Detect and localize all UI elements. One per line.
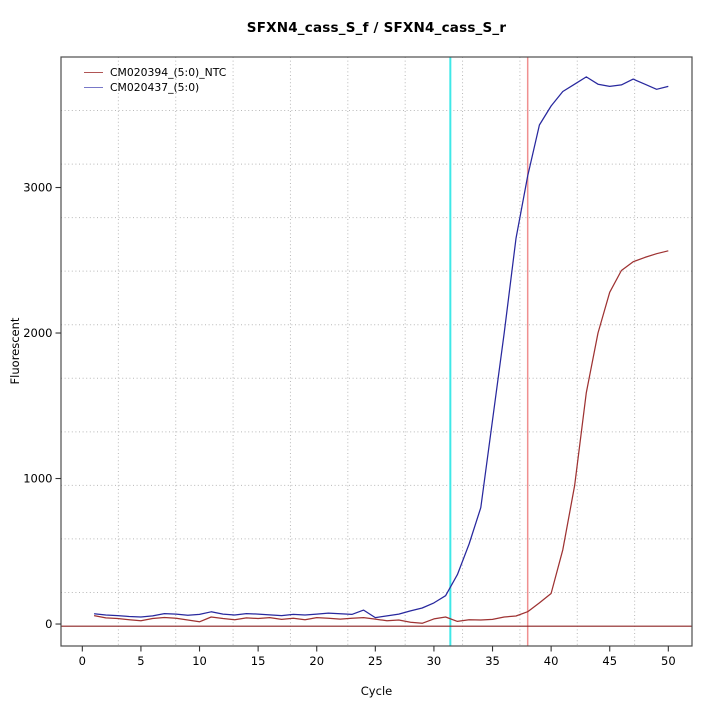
series-line-sample bbox=[94, 76, 669, 619]
x-tick-label: 40 bbox=[544, 654, 559, 668]
legend-label-ntc: CM020394_(5:0)_NTC bbox=[110, 66, 227, 79]
y-tick-label: 3000 bbox=[23, 181, 52, 195]
x-tick-label: 20 bbox=[309, 654, 324, 668]
x-tick-label: 15 bbox=[251, 654, 266, 668]
y-axis-title: Fluorescent bbox=[8, 317, 22, 385]
x-tick-label: 5 bbox=[137, 654, 144, 668]
series-line-ntc bbox=[93, 250, 669, 624]
plot-box bbox=[60, 56, 693, 647]
x-axis-title: Cycle bbox=[360, 684, 393, 698]
legend: CM020394_(5:0)_NTC CM020437_(5:0) bbox=[84, 65, 226, 95]
y-tick-label: 2000 bbox=[23, 326, 52, 340]
legend-label-sample: CM020437_(5:0) bbox=[110, 81, 200, 94]
legend-line-swatch-blue bbox=[84, 87, 103, 88]
y-tick-label: 0 bbox=[45, 617, 52, 631]
x-tick-label: 25 bbox=[368, 654, 383, 668]
x-tick-label: 0 bbox=[79, 654, 86, 668]
chart-title: SFXN4_cass_S_f / SFXN4_cass_S_r bbox=[246, 20, 507, 36]
legend-item-ntc: CM020394_(5:0)_NTC bbox=[84, 65, 226, 80]
legend-item-sample: CM020437_(5:0) bbox=[84, 80, 226, 95]
x-tick-label: 35 bbox=[485, 654, 500, 668]
x-tick-label: 10 bbox=[192, 654, 207, 668]
x-tick-label: 45 bbox=[602, 654, 617, 668]
legend-line-swatch-red bbox=[84, 72, 103, 73]
y-tick-label: 1000 bbox=[23, 472, 52, 486]
x-tick-label: 50 bbox=[661, 654, 676, 668]
x-tick-label: 30 bbox=[427, 654, 442, 668]
